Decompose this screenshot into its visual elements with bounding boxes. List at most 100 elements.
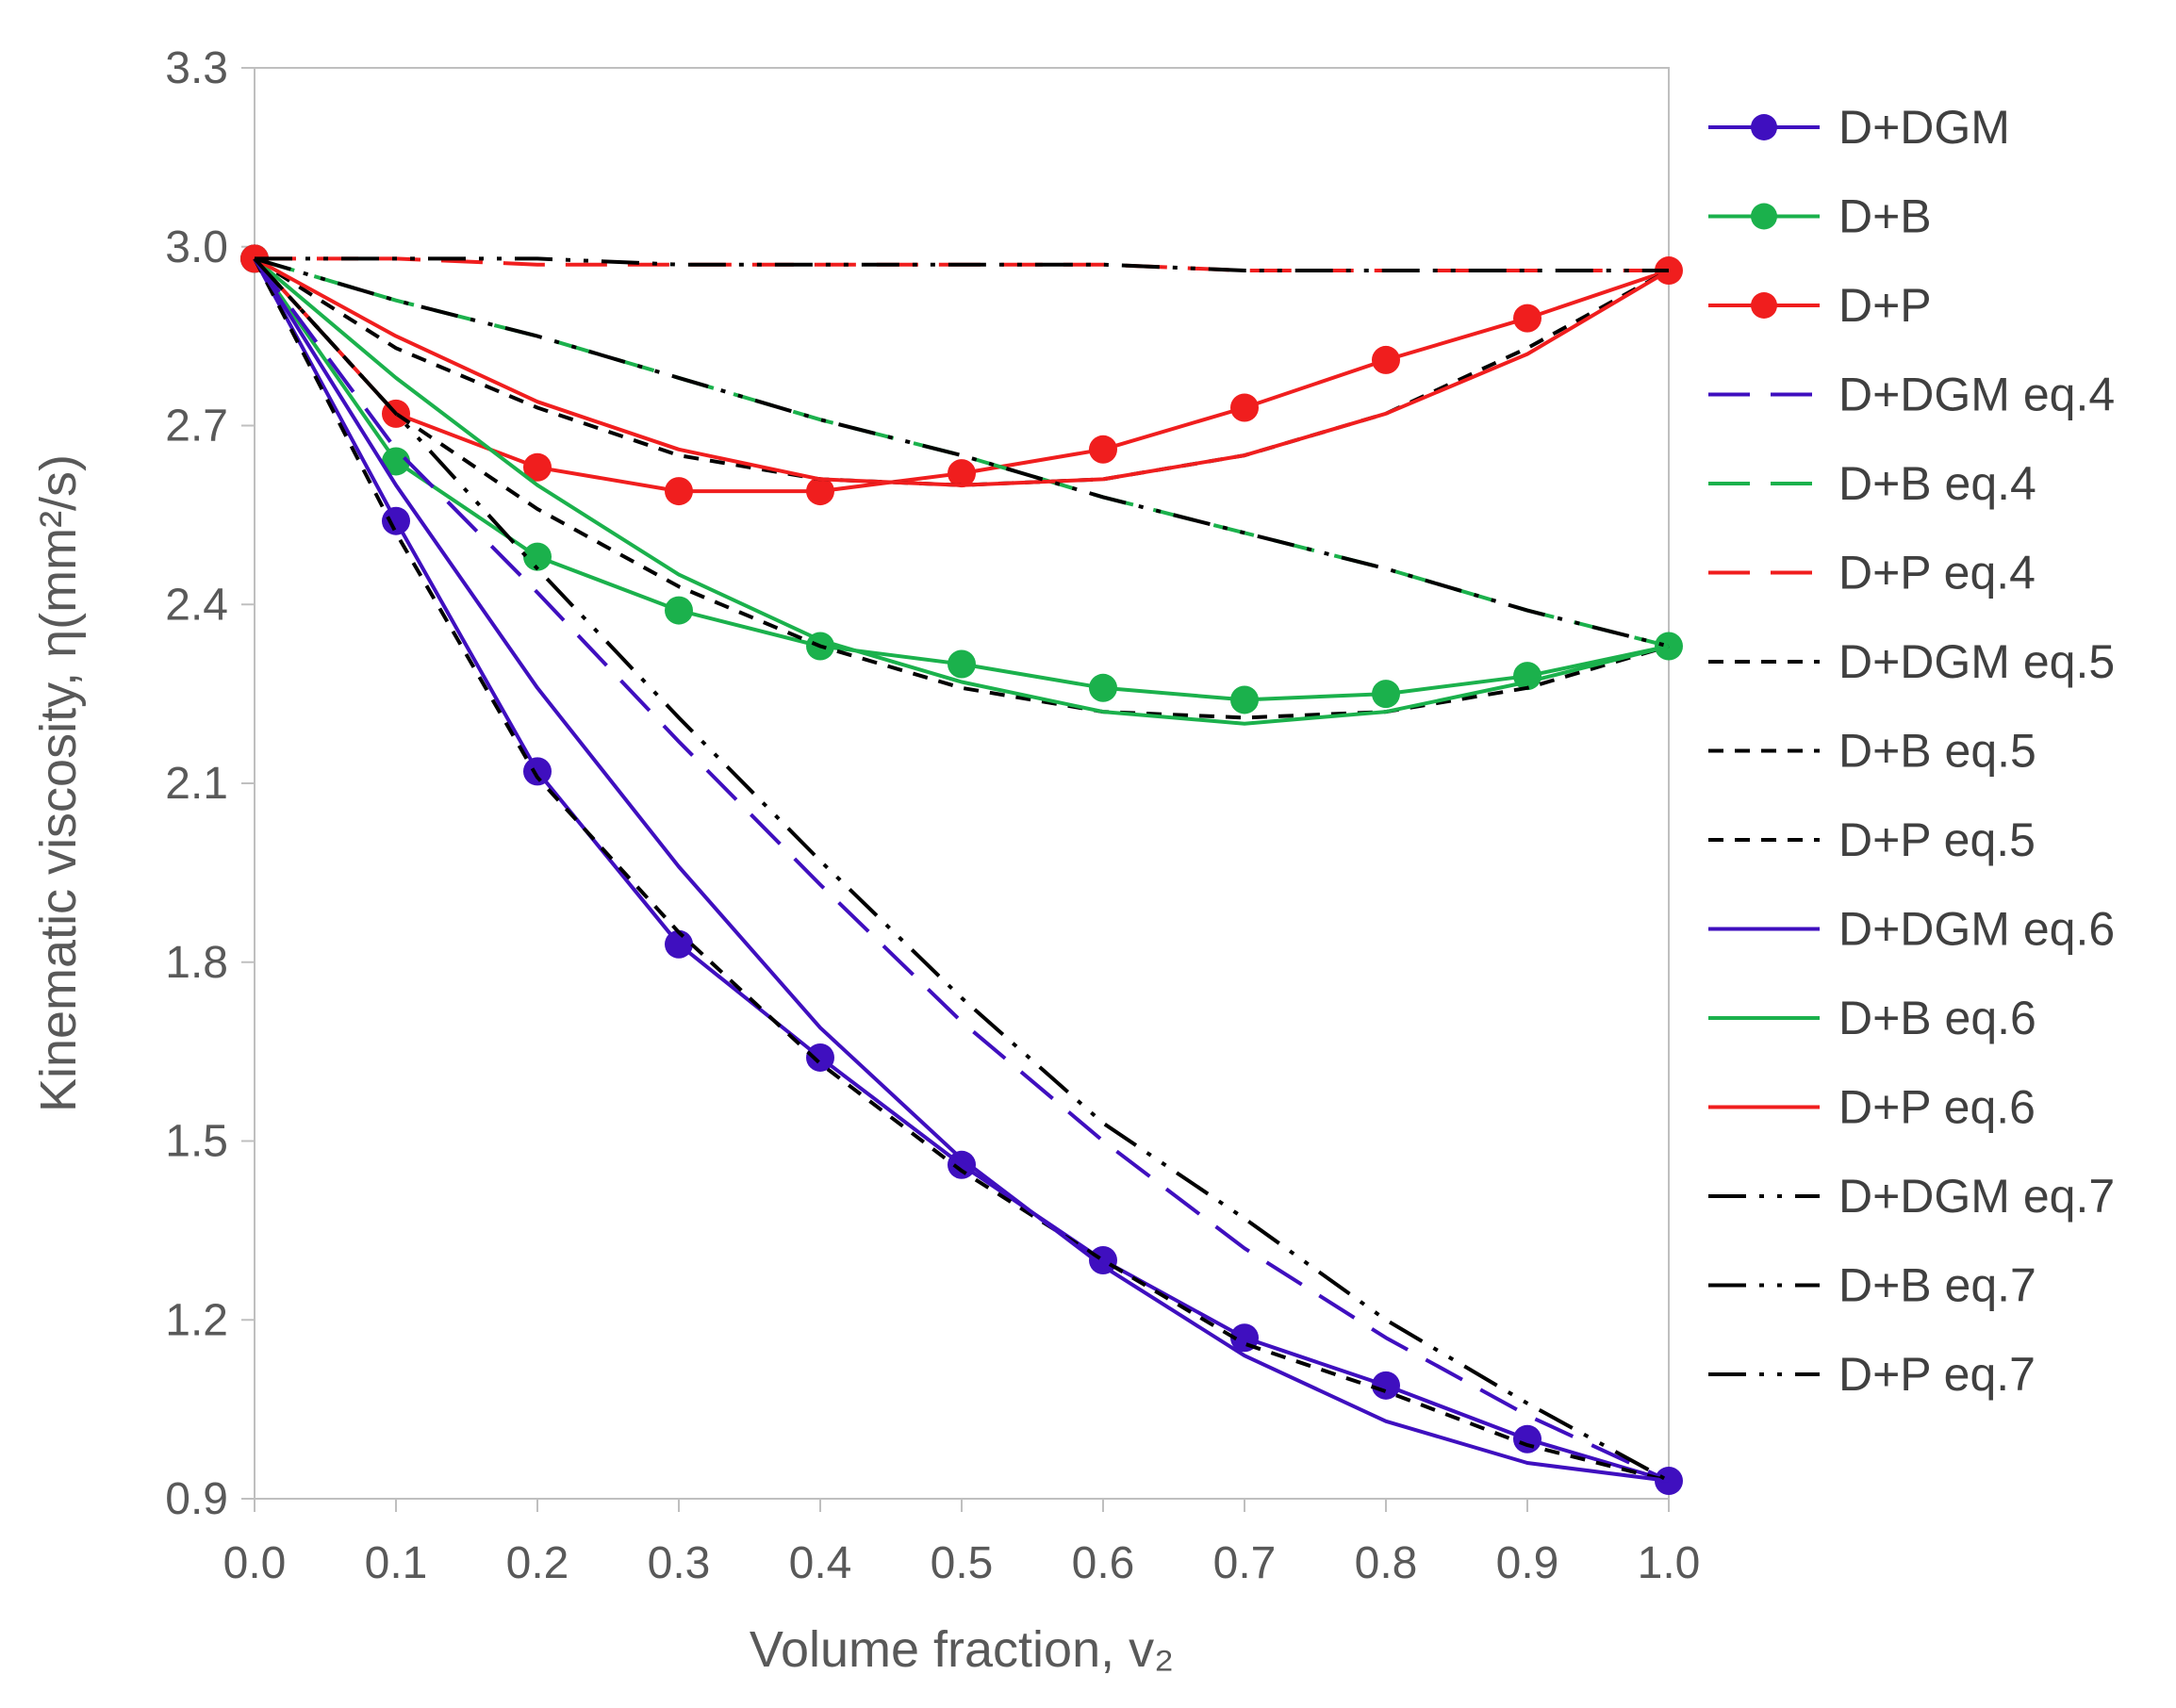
x-tick-label: 0.9	[1496, 1538, 1559, 1588]
data-point-d-p	[1089, 435, 1117, 464]
data-point-d-dgm	[1655, 1467, 1683, 1496]
x-tick-label: 0.2	[506, 1538, 569, 1588]
y-tick-label: 0.9	[165, 1474, 228, 1524]
data-point-d-dgm	[1513, 1424, 1541, 1453]
legend-item-d-p-eq-7: D+P eq.7	[1708, 1348, 2036, 1401]
data-point-d-dgm	[382, 506, 410, 535]
series-line-d-b-eq-7	[254, 256, 1670, 649]
series-line-d-b-eq-6	[253, 256, 1670, 726]
legend-label: D+DGM eq.7	[1838, 1170, 2115, 1223]
legend-item-d-dgm-eq-4: D+DGM eq.4	[1708, 369, 2115, 421]
series-line-d-b-eq-5	[253, 257, 1670, 720]
y-tick-label: 2.4	[165, 580, 228, 630]
legend-item-d-p-eq-5: D+P eq.5	[1708, 813, 2036, 866]
data-point-d-b	[1089, 673, 1117, 702]
data-point-d-p	[523, 452, 552, 482]
data-point-d-b	[382, 447, 410, 476]
series-d-dgm-eq-4	[253, 257, 1670, 1483]
data-point-d-p	[1372, 345, 1400, 374]
plot-area	[254, 67, 1670, 1500]
legend-label: D+P eq.6	[1838, 1081, 2036, 1134]
data-point-d-dgm	[1089, 1246, 1117, 1274]
legend: D+DGM D+B D+P D+DGM eq.4 D+B eq.4 D+P eq.4 D+D…	[1708, 101, 2115, 1401]
x-tick-label: 0.5	[931, 1538, 994, 1588]
x-tick-label: 0.8	[1355, 1538, 1418, 1588]
series-d-p-eq-7	[255, 256, 1669, 272]
data-point-d-p	[665, 477, 693, 506]
legend-item-d-dgm: D+DGM	[1708, 101, 2010, 154]
axes: 0.9 1.2 1.5 1.8 2.1 2.4 2.7 3.0 3.3 0.0 0.1 0.2 0.3 0…	[165, 43, 1700, 1588]
legend-label: D+B	[1838, 190, 1932, 243]
series-line-d-dgm-eq-6	[253, 257, 1670, 1483]
series-d-p-eq-6	[254, 256, 1671, 487]
legend-label: D+P eq.5	[1838, 813, 2036, 866]
legend-item-d-b-eq-4: D+B eq.4	[1708, 457, 2036, 510]
data-point-d-dgm	[948, 1150, 976, 1179]
series-d-dgm-eq-7	[253, 257, 1670, 1483]
x-tick-label: 0.0	[223, 1538, 287, 1588]
legend-marker	[1751, 203, 1777, 230]
data-point-d-dgm	[806, 1043, 834, 1072]
legend-item-d-p-eq-6: D+P eq.6	[1708, 1081, 2036, 1134]
data-point-d-dgm	[665, 929, 693, 959]
series-d-p-eq-5	[253, 256, 1670, 487]
data-point-d-p	[806, 477, 834, 506]
legend-label: D+P eq.4	[1838, 547, 2036, 599]
series-line-d-p-eq-6	[254, 256, 1671, 487]
data-point-d-dgm	[1372, 1371, 1400, 1400]
data-point-d-b	[523, 542, 552, 571]
x-tick-label: 0.4	[789, 1538, 852, 1588]
y-tick-label: 3.0	[165, 222, 228, 272]
x-tick-label: 0.3	[648, 1538, 711, 1588]
series-line-d-dgm-eq-4	[253, 257, 1670, 1483]
y-axis-title: Kinematic viscosity, η(mm²/s)	[30, 454, 87, 1112]
series-d-dgm-eq-6	[253, 257, 1670, 1483]
legend-item-d-p: D+P	[1708, 279, 1932, 332]
data-point-d-b	[948, 649, 976, 679]
series-d-dgm	[240, 244, 1683, 1496]
series-d-b-eq-5	[253, 257, 1670, 720]
series-layer	[240, 244, 1683, 1496]
legend-label: D+DGM eq.4	[1838, 369, 2115, 421]
y-tick-label: 1.8	[165, 938, 228, 988]
legend-item-d-b-eq-6: D+B eq.6	[1708, 992, 2036, 1044]
legend-label: D+DGM	[1838, 101, 2010, 154]
series-line-d-p-eq-5	[253, 256, 1670, 487]
legend-item-d-dgm-eq-5: D+DGM eq.5	[1708, 635, 2115, 688]
legend-item-d-dgm-eq-6: D+DGM eq.6	[1708, 903, 2115, 956]
x-tick-label: 0.7	[1213, 1538, 1277, 1588]
series-d-b-eq-7	[254, 256, 1670, 649]
legend-item-d-b-eq-7: D+B eq.7	[1708, 1259, 2036, 1312]
data-point-d-b	[1372, 680, 1400, 709]
legend-label: D+B eq.7	[1838, 1259, 2036, 1312]
legend-label: D+DGM eq.6	[1838, 903, 2115, 956]
legend-label: D+B eq.5	[1838, 725, 2036, 778]
series-line-d-p-eq-7	[255, 256, 1669, 272]
y-tick-label: 2.7	[165, 402, 228, 452]
legend-label: D+B eq.4	[1838, 457, 2036, 510]
data-point-d-b	[665, 596, 693, 625]
series-line-d-dgm-eq-5	[253, 257, 1670, 1483]
data-point-d-dgm	[523, 757, 552, 786]
data-point-d-b	[1230, 685, 1259, 714]
x-axis-title: Volume fraction, v₂	[750, 1621, 1174, 1678]
data-point-d-p	[1513, 304, 1541, 333]
y-tick-label: 1.2	[165, 1295, 228, 1345]
y-tick-label: 1.5	[165, 1117, 228, 1167]
x-tick-label: 0.6	[1072, 1538, 1135, 1588]
legend-marker	[1751, 114, 1777, 140]
series-line-d-dgm-eq-7	[253, 257, 1670, 1483]
legend-label: D+P	[1838, 279, 1932, 332]
legend-item-d-dgm-eq-7: D+DGM eq.7	[1708, 1170, 2115, 1223]
legend-item-d-b: D+B	[1708, 190, 1932, 243]
y-tick-label: 2.1	[165, 759, 228, 809]
data-point-d-p	[948, 459, 976, 488]
legend-label: D+P eq.7	[1838, 1348, 2036, 1401]
series-line-d-p	[253, 257, 1670, 494]
legend-marker	[1751, 292, 1777, 319]
x-tick-label: 1.0	[1638, 1538, 1701, 1588]
series-d-b-eq-6	[253, 256, 1670, 726]
legend-item-d-b-eq-5: D+B eq.5	[1708, 725, 2036, 778]
x-tick-label: 0.1	[365, 1538, 428, 1588]
